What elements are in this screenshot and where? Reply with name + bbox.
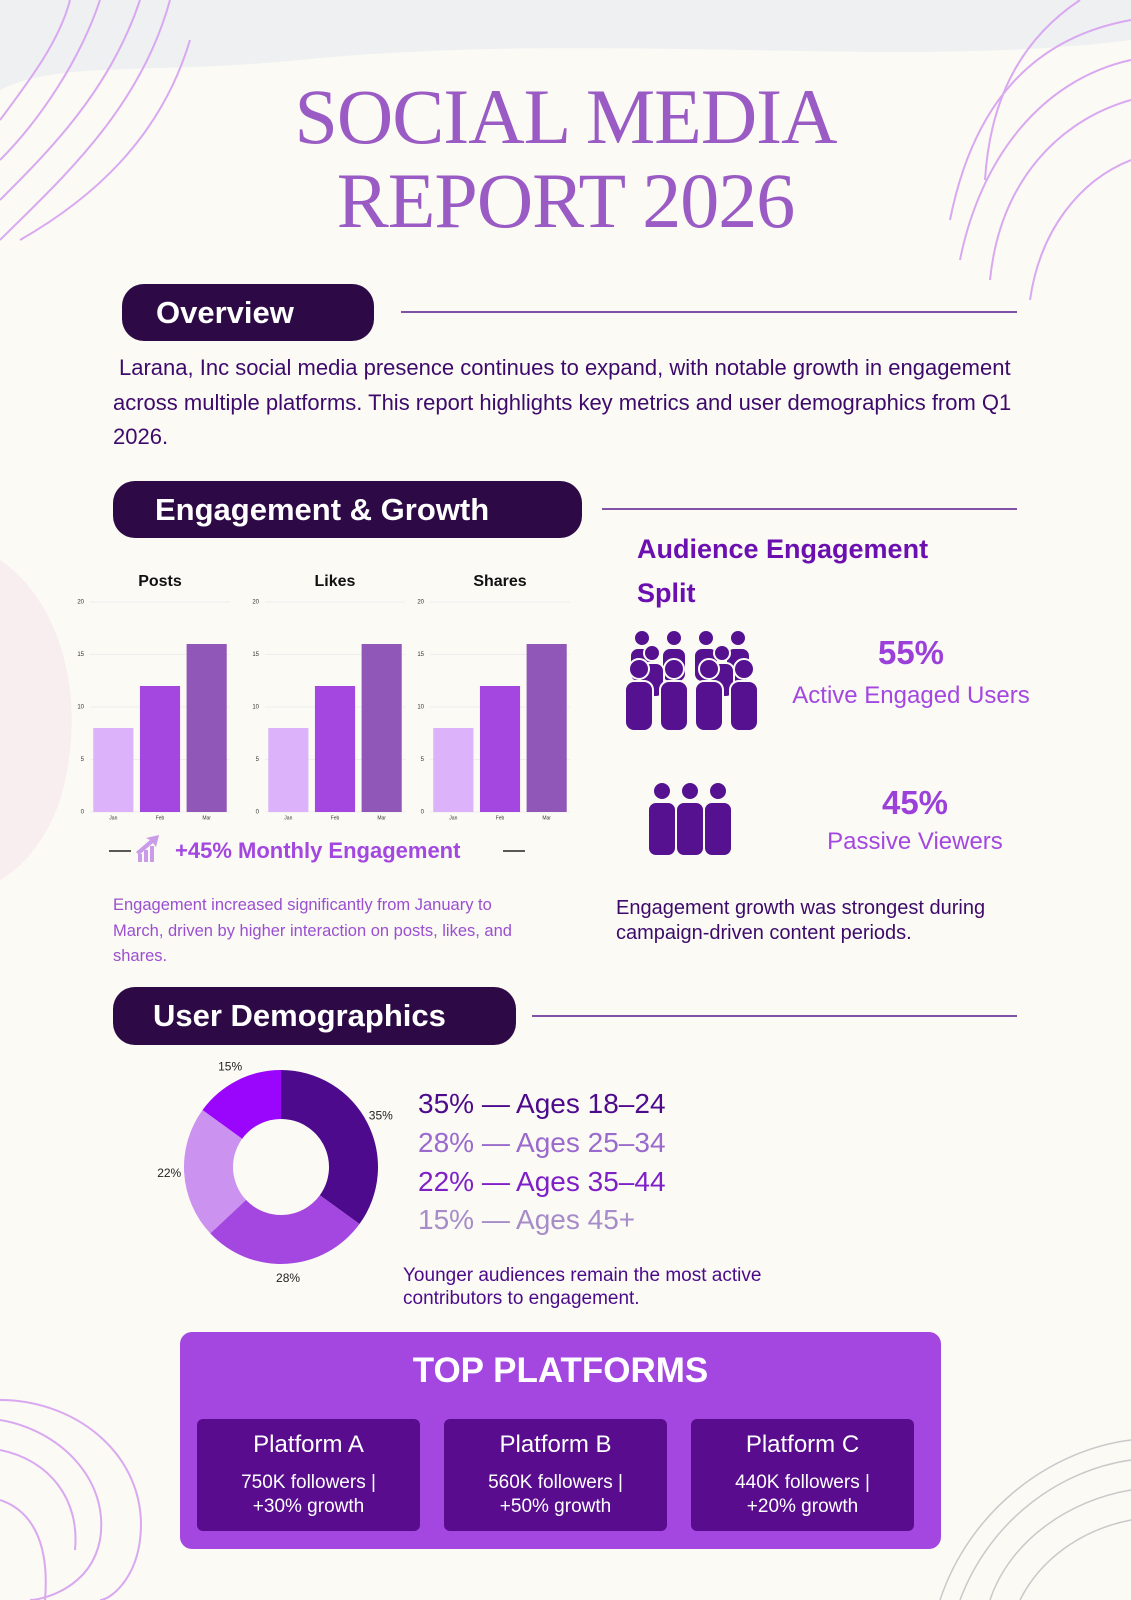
bar bbox=[479, 686, 521, 812]
bar bbox=[268, 728, 309, 812]
bar bbox=[186, 644, 227, 812]
chart-title: Shares bbox=[473, 573, 526, 590]
title: REPORT 2026 bbox=[336, 157, 795, 244]
legend-entry: 15% — Ages 45+ bbox=[418, 1204, 636, 1235]
x-tick-label: Feb bbox=[496, 815, 505, 821]
data-label: 15% bbox=[218, 1059, 242, 1073]
y-tick-label: 10 bbox=[252, 705, 259, 711]
bar bbox=[314, 686, 356, 812]
y-tick-label: 0 bbox=[81, 810, 85, 816]
demographics-note: Younger audiences remain the most active… bbox=[403, 1265, 762, 1309]
bar bbox=[526, 644, 567, 812]
bar bbox=[361, 644, 402, 812]
donut-slice bbox=[210, 1195, 360, 1264]
section-heading: Audience Engagement Split bbox=[637, 534, 929, 608]
people-icon bbox=[624, 629, 759, 732]
platform-card: Platform B 560K followers | +50% growth bbox=[444, 1419, 667, 1531]
donut-slice bbox=[184, 1109, 247, 1234]
y-tick-label: 10 bbox=[417, 705, 424, 711]
chart-title: Likes bbox=[315, 573, 356, 590]
platform-name: Platform B bbox=[499, 1431, 612, 1458]
overview-text: Larana, Inc social media presence contin… bbox=[113, 355, 1012, 449]
y-tick-label: 0 bbox=[421, 810, 425, 816]
y-tick-label: 15 bbox=[77, 652, 84, 658]
x-tick-label: Jan bbox=[449, 815, 457, 821]
bar bbox=[139, 686, 181, 812]
platform-stats: +50% growth bbox=[499, 1496, 612, 1517]
stat-label: Active Engaged Users bbox=[792, 682, 1030, 709]
y-tick-label: 5 bbox=[81, 757, 85, 763]
engagement-note: Engagement increased significantly from … bbox=[113, 896, 512, 965]
y-tick-label: 20 bbox=[417, 600, 424, 606]
platform-stats: 440K followers | bbox=[735, 1472, 870, 1493]
y-tick-label: 10 bbox=[77, 705, 84, 711]
growth-icon bbox=[136, 835, 159, 862]
audience-note: Engagement growth was strongest during c… bbox=[616, 897, 986, 944]
rules bbox=[109, 311, 1017, 1017]
platform-name: Platform A bbox=[253, 1431, 364, 1458]
legend-entry: 35% — Ages 18–24 bbox=[418, 1088, 666, 1119]
x-tick-label: Mar bbox=[377, 815, 386, 821]
x-tick-label: Mar bbox=[542, 815, 551, 821]
bar bbox=[433, 728, 474, 812]
people-icon bbox=[647, 781, 733, 857]
section-heading: TOP PLATFORMS bbox=[412, 1351, 709, 1390]
callout: +45% Monthly Engagement bbox=[175, 838, 461, 863]
y-tick-label: 5 bbox=[421, 757, 425, 763]
stat-label: Passive Viewers bbox=[827, 828, 1003, 855]
x-tick-label: Feb bbox=[331, 815, 340, 821]
y-tick-label: 20 bbox=[252, 600, 259, 606]
platform-card: Platform A 750K followers | +30% growth bbox=[197, 1419, 420, 1531]
title: SOCIAL MEDIA bbox=[294, 73, 838, 160]
x-tick-label: Jan bbox=[109, 815, 117, 821]
stat-percent: 55% bbox=[877, 634, 945, 671]
y-tick-label: 15 bbox=[252, 652, 259, 658]
section-heading: Engagement & Growth bbox=[113, 481, 582, 538]
chart-title: Posts bbox=[138, 573, 182, 590]
data-label: 22% bbox=[157, 1166, 181, 1180]
legend-entry: 28% — Ages 25–34 bbox=[418, 1127, 666, 1158]
platform-stats: 560K followers | bbox=[488, 1472, 623, 1493]
section-heading: Overview bbox=[122, 284, 374, 341]
x-tick-label: Jan bbox=[284, 815, 292, 821]
y-tick-label: 15 bbox=[417, 652, 424, 658]
x-tick-label: Feb bbox=[156, 815, 165, 821]
stat-percent: 45% bbox=[881, 784, 949, 821]
platform-card: Platform C 440K followers | +20% growth bbox=[691, 1419, 914, 1531]
platform-stats: 750K followers | bbox=[241, 1472, 376, 1493]
platform-name: Platform C bbox=[745, 1431, 860, 1458]
donut-slice bbox=[202, 1070, 281, 1139]
bar bbox=[93, 728, 134, 812]
x-tick-label: Mar bbox=[202, 815, 211, 821]
y-tick-label: 20 bbox=[77, 600, 84, 606]
donut-slice bbox=[281, 1070, 378, 1225]
platform-stats: +30% growth bbox=[252, 1496, 365, 1517]
legend-entry: 22% — Ages 35–44 bbox=[418, 1166, 666, 1197]
y-tick-label: 5 bbox=[256, 757, 260, 763]
y-tick-label: 0 bbox=[256, 810, 260, 816]
data-label: 35% bbox=[369, 1108, 393, 1122]
section-heading: User Demographics bbox=[113, 987, 516, 1045]
data-label: 28% bbox=[276, 1271, 300, 1285]
platform-stats: +20% growth bbox=[746, 1496, 859, 1517]
